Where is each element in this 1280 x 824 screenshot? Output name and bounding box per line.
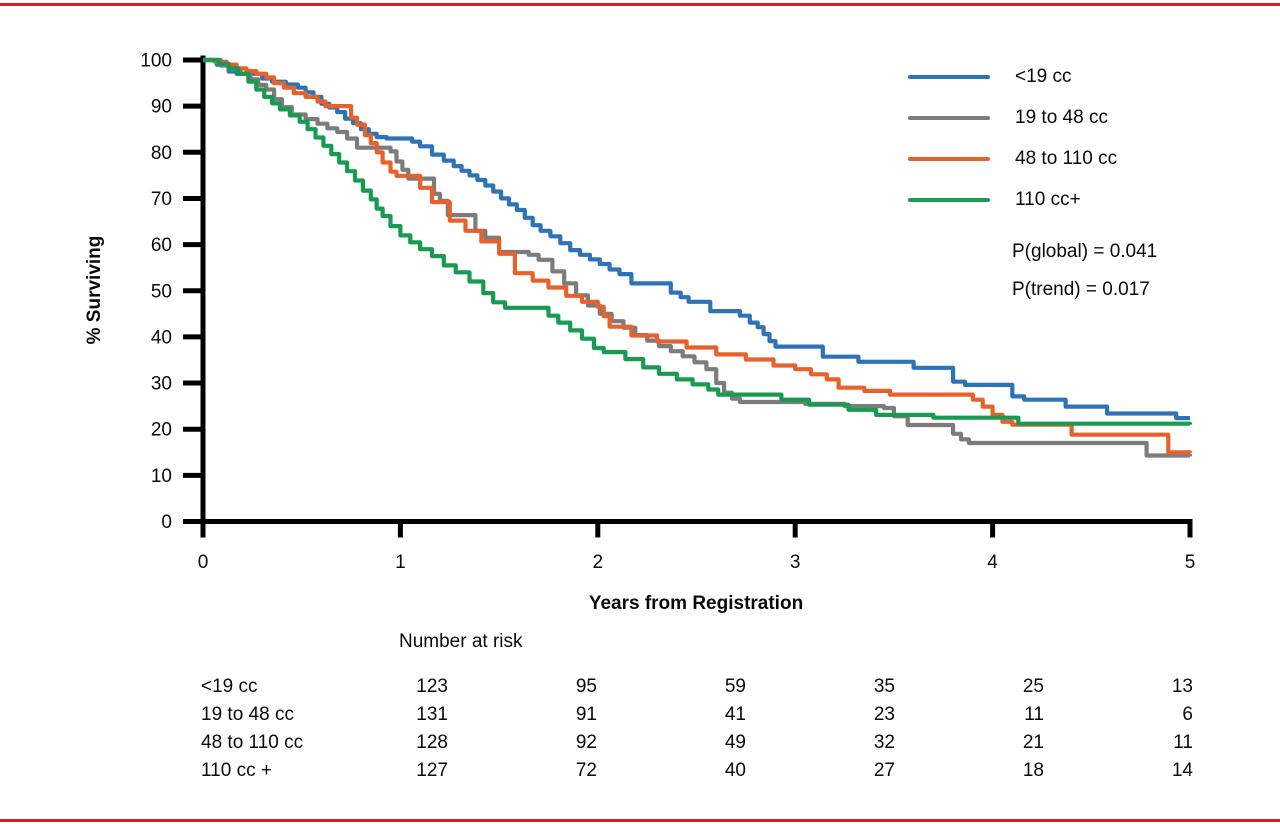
y-tick-label: 0: [161, 512, 172, 533]
y-tick-label: 60: [151, 235, 172, 256]
legend-label: 19 to 48 cc: [1015, 107, 1108, 128]
risk-cell: 14: [1171, 760, 1193, 781]
y-tick-label: 80: [151, 143, 172, 164]
risk-cell: 127: [416, 760, 448, 781]
y-tick-label: 10: [151, 466, 172, 487]
legend-item: 110 cc+: [908, 189, 1081, 211]
risk-cell: 6: [1182, 704, 1193, 725]
risk-cell: 41: [724, 704, 746, 725]
x-tick-label: 2: [593, 552, 604, 573]
y-axis-title: % Surviving: [84, 235, 105, 345]
risk-row-label: 48 to 110 cc: [201, 732, 304, 753]
y-tick-label: 100: [140, 51, 172, 72]
legend-label: 48 to 110 cc: [1015, 148, 1118, 169]
risk-row-label: 19 to 48 cc: [201, 704, 294, 725]
x-tick-label: 4: [987, 552, 998, 573]
risk-cell: 92: [575, 732, 597, 753]
x-tick-label: 3: [790, 552, 801, 573]
y-tick-label: 90: [151, 97, 172, 118]
risk-cell: 23: [873, 704, 895, 725]
risk-cell: 35: [873, 676, 895, 697]
y-tick-label: 30: [151, 374, 172, 395]
risk-cell: 59: [724, 676, 746, 697]
legend-item: 19 to 48 cc: [908, 107, 1108, 129]
risk-table-header: Number at risk: [399, 631, 523, 652]
bottom-border-rule: [0, 819, 1280, 822]
legend-item: <19 cc: [908, 66, 1072, 88]
x-axis-title: Years from Registration: [588, 593, 804, 614]
risk-cell: 21: [1022, 732, 1044, 753]
risk-cell: 11: [1024, 704, 1044, 725]
y-tick-label: 20: [151, 420, 172, 441]
risk-cell: 40: [724, 760, 746, 781]
risk-cell: 91: [575, 704, 597, 725]
risk-cell: 95: [575, 676, 597, 697]
risk-cell: 123: [416, 676, 448, 697]
risk-cell: 72: [575, 760, 597, 781]
risk-cell: 11: [1173, 732, 1193, 753]
legend-item: 48 to 110 cc: [908, 148, 1117, 170]
x-tick-label: 5: [1185, 552, 1196, 573]
x-tick-label: 1: [395, 552, 406, 573]
legend-line-swatch: [908, 75, 990, 79]
risk-cell: 25: [1022, 676, 1044, 697]
x-tick-label: 0: [198, 552, 209, 573]
risk-cell: 13: [1171, 676, 1193, 697]
top-border-rule: [0, 3, 1280, 6]
risk-cell: 27: [873, 760, 895, 781]
risk-cell: 18: [1022, 760, 1044, 781]
legend-line-swatch: [908, 157, 990, 161]
y-tick-label: 50: [151, 281, 172, 302]
risk-cell: 32: [873, 732, 895, 753]
legend-line-swatch: [908, 116, 990, 120]
p-global-text: P(global) = 0.041: [1012, 241, 1158, 262]
survival-curve-110-cc: [203, 57, 1193, 426]
legend-label: 110 cc+: [1015, 189, 1081, 210]
p-trend-text: P(trend) = 0.017: [1012, 279, 1150, 300]
legend-line-swatch: [908, 198, 990, 202]
legend-label: <19 cc: [1015, 66, 1072, 87]
risk-cell: 128: [416, 732, 448, 753]
risk-cell: 131: [416, 704, 448, 725]
risk-cell: 49: [724, 732, 746, 753]
survival-curve-48-to-110-cc: [203, 57, 1193, 455]
risk-row-label: 110 cc +: [201, 760, 272, 781]
y-tick-label: 70: [151, 189, 172, 210]
risk-row-label: <19 cc: [201, 676, 258, 697]
y-tick-label: 40: [151, 327, 172, 348]
